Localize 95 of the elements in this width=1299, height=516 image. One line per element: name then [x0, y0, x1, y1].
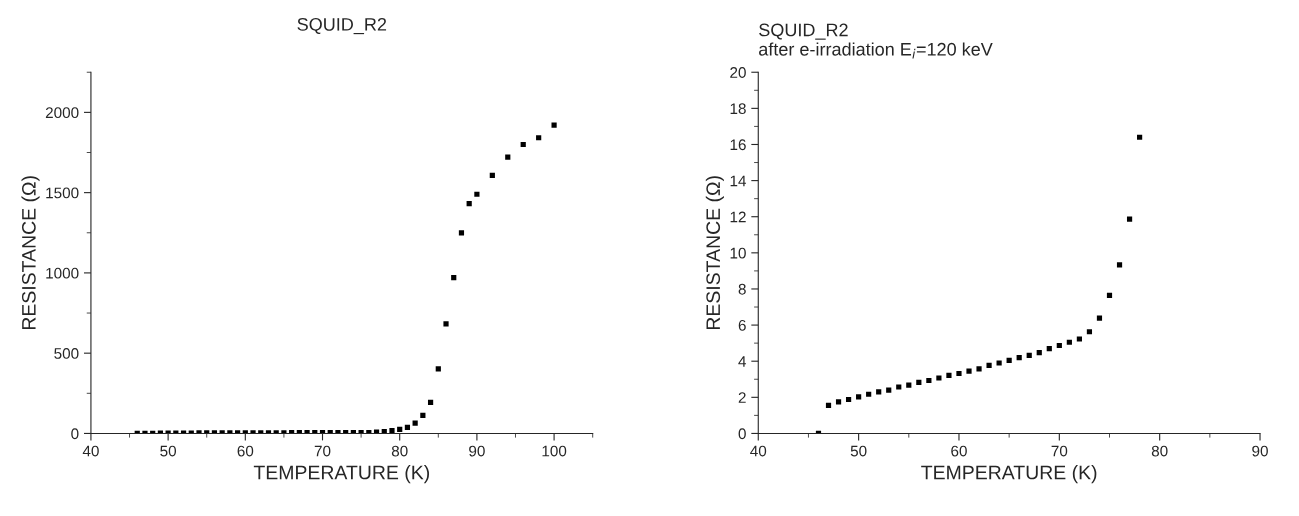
- point: [204, 430, 210, 434]
- point: [404, 424, 411, 430]
- point: [1126, 216, 1133, 222]
- point: [412, 420, 418, 426]
- point: [1066, 339, 1072, 345]
- x-tick-label: 40: [750, 445, 767, 457]
- point: [876, 389, 882, 395]
- point: [1076, 336, 1082, 342]
- point: [250, 430, 256, 434]
- point: [443, 321, 449, 327]
- chart-title: SQUID_R2: [297, 17, 387, 35]
- point: [435, 366, 441, 372]
- point: [1016, 354, 1022, 361]
- point: [966, 368, 972, 374]
- y-tick-label: 0: [738, 428, 746, 440]
- x-axis-title: TEMPERATURE (K): [253, 465, 430, 484]
- point: [906, 382, 912, 388]
- point: [304, 430, 310, 434]
- point: [946, 372, 952, 378]
- x-tick-label: 100: [542, 445, 567, 457]
- point: [458, 230, 465, 236]
- point: [845, 396, 852, 403]
- point: [389, 428, 395, 434]
- point: [956, 370, 962, 377]
- point: [1046, 345, 1052, 352]
- point: [219, 430, 225, 434]
- point: [235, 430, 241, 434]
- point: [1096, 315, 1103, 321]
- point: [536, 135, 542, 141]
- x-tick-label: 50: [850, 445, 867, 457]
- point: [1106, 292, 1113, 298]
- x-tick-label: 70: [1051, 445, 1068, 457]
- point: [335, 430, 341, 434]
- y-axis-title: RESISTANCE (Ω): [705, 176, 724, 330]
- point: [916, 379, 922, 385]
- x-tick-label: 70: [314, 445, 331, 457]
- point: [886, 387, 892, 393]
- y-tick-label: 6: [738, 319, 746, 331]
- point: [856, 394, 862, 400]
- point: [427, 399, 434, 406]
- point: [866, 391, 872, 397]
- x-tick-label: 90: [469, 445, 485, 457]
- point: [451, 275, 457, 281]
- x-tick-label: 40: [82, 445, 99, 457]
- y-tick-label: 2: [738, 392, 746, 403]
- x-tick-label: 60: [237, 445, 254, 457]
- x-tick-label: 90: [1252, 445, 1268, 457]
- point: [835, 399, 842, 405]
- point: [986, 362, 992, 368]
- y-tick-label: 18: [730, 103, 746, 115]
- point: [474, 191, 480, 197]
- y-tick-label: 14: [730, 175, 747, 187]
- y-tick-label: 1500: [46, 187, 79, 199]
- point: [896, 384, 902, 390]
- y-tick-label: 4: [738, 356, 747, 367]
- point: [996, 360, 1002, 366]
- point: [520, 141, 526, 148]
- point: [227, 430, 233, 434]
- point: [489, 172, 495, 179]
- point: [1006, 357, 1012, 363]
- point: [825, 402, 832, 409]
- point: [936, 375, 942, 381]
- point: [281, 430, 287, 434]
- chart-subtitle: after e-irradiation E$_{i}$=120 keV: [759, 42, 993, 59]
- y-tick-label: 0: [71, 428, 79, 440]
- y-tick-label: 12: [730, 211, 746, 223]
- point: [551, 122, 557, 128]
- x-tick-label: 80: [391, 445, 408, 457]
- point: [1137, 134, 1143, 140]
- y-tick-label: 1000: [46, 267, 79, 279]
- y-axis-title: RESISTANCE (Ω): [21, 176, 40, 330]
- y-tick-label: 8: [738, 283, 746, 295]
- chart-title: SQUID_R2: [759, 23, 848, 40]
- y-tick-label: 500: [54, 348, 79, 359]
- point: [1086, 329, 1093, 335]
- point: [1116, 262, 1123, 268]
- point: [397, 426, 403, 433]
- point: [505, 154, 511, 160]
- point: [466, 201, 472, 207]
- point: [373, 429, 380, 434]
- point: [196, 430, 202, 434]
- point: [1036, 349, 1042, 356]
- point: [1056, 342, 1062, 349]
- x-tick-label: 50: [160, 445, 177, 457]
- x-tick-label: 60: [951, 445, 967, 457]
- point: [1026, 352, 1032, 359]
- x-axis-title: TEMPERATURE (K): [921, 465, 1097, 484]
- y-tick-label: 10: [730, 247, 746, 259]
- y-tick-label: 20: [730, 67, 746, 78]
- y-tick-label: 2000: [45, 107, 79, 119]
- point: [926, 377, 932, 384]
- x-tick-label: 80: [1151, 445, 1168, 457]
- y-tick-label: 16: [730, 139, 746, 151]
- point: [976, 366, 982, 372]
- point: [420, 412, 426, 419]
